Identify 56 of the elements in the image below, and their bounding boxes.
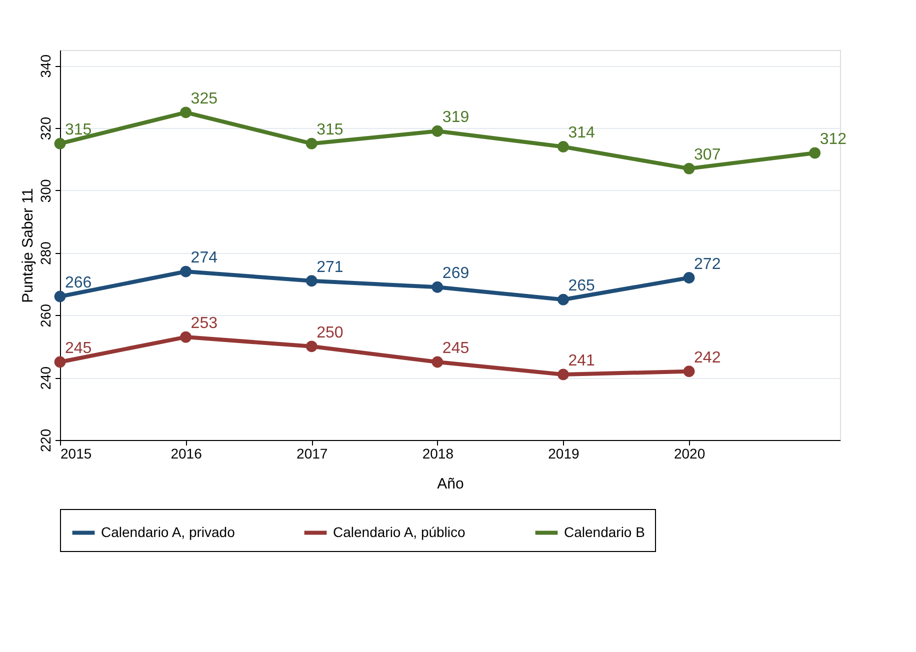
legend-label: Calendario A, público xyxy=(333,524,466,540)
point xyxy=(683,162,695,174)
data-label: 314 xyxy=(568,124,596,142)
data-label: 312 xyxy=(820,130,847,148)
x-tick-label: 2015 xyxy=(60,446,92,462)
y-tick-label: 300 xyxy=(38,179,54,203)
point xyxy=(683,272,695,284)
point xyxy=(432,281,444,293)
data-label: 274 xyxy=(190,250,218,267)
y-tick-label: 220 xyxy=(38,428,54,452)
point xyxy=(432,125,444,137)
point xyxy=(54,138,66,150)
data-label: 253 xyxy=(190,315,218,332)
data-label: 271 xyxy=(316,258,344,276)
y-axis-title: Puntaje Saber 11 xyxy=(20,188,36,303)
point xyxy=(306,138,318,150)
point xyxy=(180,106,192,118)
y-tick-label: 320 xyxy=(38,116,54,140)
data-label: 265 xyxy=(568,278,596,295)
point xyxy=(558,141,569,152)
data-label: 307 xyxy=(694,146,721,164)
data-label: 242 xyxy=(694,349,721,366)
data-label: 315 xyxy=(65,122,92,139)
point xyxy=(54,290,66,302)
data-label: 272 xyxy=(694,256,721,273)
point xyxy=(180,331,192,343)
point xyxy=(54,356,66,368)
point xyxy=(558,368,569,380)
y-tick-label: 240 xyxy=(38,366,54,390)
point xyxy=(809,147,821,159)
data-label: 266 xyxy=(65,274,92,292)
data-label: 325 xyxy=(190,90,218,108)
y-tick-label: 260 xyxy=(38,304,54,328)
x-tick-label: 2018 xyxy=(422,446,454,462)
y-tick-label: 280 xyxy=(38,241,54,265)
point xyxy=(180,266,192,278)
point xyxy=(306,340,318,352)
x-tick-label: 2020 xyxy=(674,446,706,462)
data-label: 245 xyxy=(442,340,470,357)
data-label: 250 xyxy=(316,324,344,342)
x-tick-label: 2017 xyxy=(296,446,328,462)
point xyxy=(558,294,569,306)
point xyxy=(683,366,695,378)
y-tick-label: 340 xyxy=(38,54,54,78)
data-label: 319 xyxy=(442,109,470,126)
legend-label: Calendario B xyxy=(564,524,645,540)
x-tick-label: 2016 xyxy=(170,446,202,462)
legend-label: Calendario A, privado xyxy=(101,524,236,540)
point xyxy=(432,356,444,368)
point xyxy=(306,275,318,287)
data-label: 241 xyxy=(568,352,596,370)
data-label: 315 xyxy=(316,122,344,139)
data-label: 245 xyxy=(65,340,92,357)
x-axis-title: Año xyxy=(437,476,464,492)
x-tick-label: 2019 xyxy=(548,446,580,462)
data-label: 269 xyxy=(442,265,470,282)
